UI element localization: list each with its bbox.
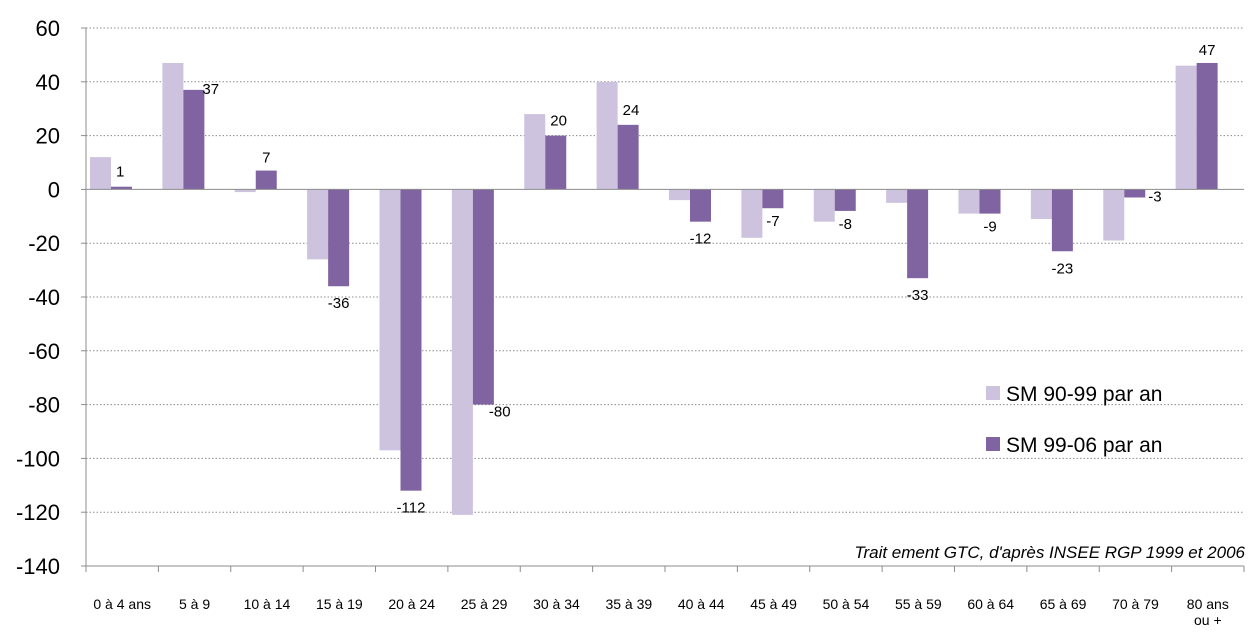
data-label: -12 (690, 231, 712, 248)
x-tick-label: 55 à 59 (895, 596, 942, 612)
data-label: 20 (550, 113, 567, 130)
bar-sm-90-99 (1103, 189, 1125, 241)
data-label: -112 (397, 500, 426, 517)
bar-sm-90-99 (596, 81, 618, 190)
data-label: 1 (116, 164, 124, 181)
bar-sm-99-06 (1124, 189, 1146, 198)
x-tick-label: 45 à 49 (750, 596, 797, 612)
y-tick-label: -60 (28, 339, 60, 364)
x-tick-label: 60 à 64 (967, 596, 1014, 612)
bar-sm-90-99 (379, 189, 401, 451)
bar-sm-90-99 (451, 189, 473, 515)
legend-swatch (986, 386, 1000, 400)
bar-sm-99-06 (328, 189, 350, 287)
bar-sm-90-99 (1030, 189, 1052, 219)
bar-sm-99-06 (690, 189, 711, 222)
bar-sm-90-99 (813, 189, 835, 222)
bar-sm-99-06 (834, 189, 856, 211)
bar-sm-90-99 (90, 157, 111, 190)
bar-sm-90-99 (524, 114, 546, 190)
source-note: Trait ement GTC, d'après INSEE RGP 1999 … (854, 543, 1245, 562)
x-tick-label: 65 à 69 (1040, 596, 1087, 612)
data-label: 37 (202, 81, 219, 98)
x-tick-label: 40 à 44 (678, 596, 725, 612)
data-label: -36 (328, 295, 350, 312)
x-tick-label: 50 à 54 (823, 596, 870, 612)
x-tick-label: 30 à 34 (533, 596, 580, 612)
y-tick-label: 20 (36, 124, 60, 149)
y-tick-label: -100 (16, 446, 60, 471)
data-label: 7 (262, 150, 270, 167)
data-label: 24 (623, 102, 640, 119)
data-label: -8 (839, 216, 852, 233)
legend-label: SM 99-06 par an (1006, 434, 1162, 457)
bar-sm-99-06 (1051, 189, 1073, 252)
y-tick-label: 60 (36, 16, 60, 41)
y-tick-label: 40 (36, 70, 60, 95)
data-label: -3 (1148, 188, 1161, 205)
legend: SM 90-99 par an SM 99-06 par an (986, 383, 1162, 457)
x-tick-label: 0 à 4 ans (93, 596, 151, 612)
bar-sm-99-06 (907, 189, 929, 279)
bar-sm-90-99 (669, 189, 690, 201)
y-tick-label: -80 (28, 393, 60, 418)
gridlines (86, 27, 1244, 513)
y-tick-label: -40 (28, 285, 60, 310)
bar-sm-90-99 (1175, 65, 1197, 190)
bar-sm-90-99 (234, 189, 256, 193)
bar-sm-99-06 (183, 89, 205, 190)
legend-label: SM 90-99 par an (1006, 383, 1162, 406)
x-tick-label: 70 à 79 (1112, 596, 1159, 612)
data-label: 47 (1199, 42, 1216, 59)
y-tick-label: -140 (16, 554, 60, 579)
x-tick-label: 25 à 29 (461, 596, 508, 612)
axes (81, 27, 1245, 572)
x-tick-label: 80 ans ou + (1187, 596, 1229, 628)
x-tick-label: 5 à 9 (179, 596, 210, 612)
bar-sm-99-06 (472, 189, 494, 405)
x-tick-label: 20 à 24 (388, 596, 435, 612)
bar-sm-99-06 (979, 189, 1001, 214)
bar-sm-99-06 (617, 124, 639, 190)
bar-sm-99-06 (255, 170, 277, 190)
data-label: -23 (1052, 260, 1074, 277)
data-labels: 1 37 7 -36 -112 -80 20 24 -12 -7 -8 -33 -9 -23 -3 47 (116, 42, 1215, 517)
bar-sm-99-06 (111, 186, 132, 190)
y-tick-label: -20 (28, 231, 60, 256)
data-label: -80 (489, 404, 511, 421)
bar-sm-99-06 (1196, 62, 1218, 190)
bar-sm-99-06 (545, 135, 567, 190)
bar-sm-90-99 (958, 189, 980, 214)
bar-sm-90-99 (886, 189, 908, 203)
data-label: -7 (766, 213, 779, 230)
x-tick-label: 10 à 14 (244, 596, 291, 612)
x-tick-label: 15 à 19 (316, 596, 363, 612)
bar-sm-99-06 (762, 189, 784, 209)
bar-sm-90-99 (741, 189, 763, 238)
x-tick-label: 35 à 39 (605, 596, 652, 612)
y-axis-ticks: 60 40 20 0 -20 -40 -60 -80 -100 -120 -140 (16, 16, 60, 579)
y-tick-label: 0 (48, 177, 60, 202)
data-label: -9 (983, 219, 996, 236)
bar-sm-99-06 (400, 189, 422, 491)
y-tick-label: -120 (16, 500, 60, 525)
x-axis-ticks: 0 à 4 ans 5 à 9 10 à 14 15 à 19 20 à 24 25 à … (93, 596, 1228, 628)
bar-sm-90-99 (307, 189, 329, 260)
bars (90, 62, 1218, 515)
legend-swatch (986, 437, 1000, 451)
bar-sm-90-99 (162, 62, 184, 190)
data-label: -33 (907, 287, 929, 304)
